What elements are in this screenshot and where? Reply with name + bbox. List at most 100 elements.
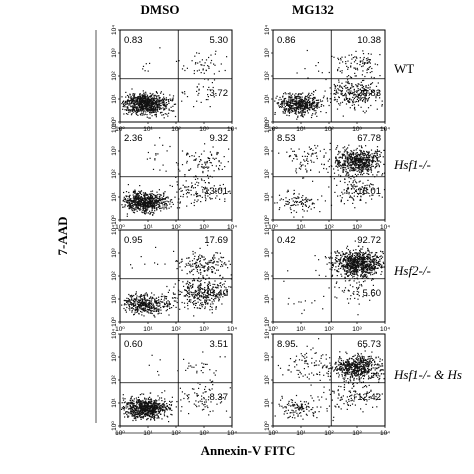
event-point: [367, 270, 369, 272]
event-point: [340, 267, 342, 269]
event-point: [217, 261, 219, 263]
event-point: [353, 149, 355, 151]
event-point: [160, 295, 162, 298]
event-point: [157, 302, 159, 304]
event-point: [355, 189, 358, 191]
event-point: [139, 305, 141, 307]
event-point: [295, 96, 297, 98]
event-point: [133, 200, 135, 202]
event-point: [173, 286, 175, 288]
event-point: [349, 266, 352, 268]
event-point: [201, 287, 203, 290]
event-point: [204, 291, 206, 294]
event-point: [154, 94, 156, 96]
event-point: [220, 265, 222, 268]
event-point: [154, 316, 156, 318]
event-point: [188, 289, 190, 291]
event-point: [151, 197, 153, 199]
event-point: [314, 113, 316, 115]
event-point: [283, 101, 285, 103]
event-point: [162, 144, 164, 146]
event-point: [339, 89, 341, 91]
event-point: [346, 76, 348, 78]
event-point: [210, 153, 213, 155]
y-tick-label: 10⁴: [111, 225, 118, 235]
event-point: [149, 113, 151, 115]
event-point: [182, 193, 185, 196]
event-point: [346, 162, 349, 164]
event-point: [327, 100, 329, 102]
event-point: [366, 187, 368, 189]
event-point: [213, 79, 216, 81]
event-point: [155, 200, 157, 202]
event-point: [368, 256, 370, 258]
event-point: [129, 301, 131, 304]
x-tick-label: 10⁰: [115, 326, 125, 333]
event-point: [179, 201, 181, 203]
event-point: [167, 196, 169, 198]
event-point: [130, 307, 132, 309]
event-point: [131, 304, 133, 306]
x-tick-label: 10³: [352, 224, 362, 231]
event-point: [363, 152, 365, 154]
event-point: [345, 61, 347, 63]
event-point: [166, 150, 168, 152]
event-point: [357, 287, 359, 289]
event-point: [359, 180, 361, 182]
event-point: [376, 92, 378, 94]
event-point: [184, 186, 186, 188]
event-point: [136, 204, 138, 206]
event-point: [365, 164, 367, 166]
event-point: [191, 182, 193, 184]
event-point: [382, 173, 384, 175]
event-point: [145, 194, 147, 196]
quadrant-lower-right-value: 3.72: [210, 88, 229, 99]
event-point: [146, 114, 148, 116]
event-point: [298, 201, 300, 203]
event-point: [134, 93, 136, 95]
event-point: [134, 192, 136, 194]
event-point: [142, 68, 144, 70]
event-point: [304, 114, 306, 116]
event-point: [381, 100, 383, 102]
event-point: [211, 297, 213, 299]
event-point: [347, 187, 350, 189]
event-point: [340, 200, 342, 202]
event-point: [201, 306, 203, 308]
event-point: [371, 271, 373, 273]
event-point: [359, 60, 361, 62]
event-point: [202, 296, 204, 298]
event-point: [165, 97, 167, 99]
event-point: [329, 98, 331, 100]
event-point: [296, 103, 298, 105]
event-point: [316, 105, 318, 107]
event-point: [335, 260, 337, 262]
event-point: [214, 53, 216, 55]
event-point: [140, 303, 142, 305]
event-point: [193, 279, 195, 281]
event-point: [206, 295, 208, 297]
event-point: [339, 62, 341, 64]
event-point: [160, 99, 162, 101]
event-point: [375, 272, 377, 274]
event-point: [365, 269, 368, 271]
event-point: [297, 107, 300, 109]
event-point: [298, 104, 300, 106]
y-tick-label: 10²: [111, 70, 118, 80]
event-point: [152, 205, 154, 207]
event-point: [369, 93, 371, 95]
event-point: [138, 98, 140, 100]
event-point: [356, 287, 358, 289]
x-tick-label: 10¹: [296, 126, 306, 133]
event-point: [128, 208, 130, 210]
event-point: [366, 170, 368, 172]
event-point: [146, 95, 148, 98]
event-point: [308, 146, 310, 148]
event-point: [297, 115, 299, 117]
event-point: [146, 303, 148, 305]
event-point: [341, 156, 343, 158]
event-point: [341, 101, 344, 103]
event-point: [351, 104, 353, 106]
event-point: [355, 269, 357, 271]
event-point: [354, 75, 356, 77]
